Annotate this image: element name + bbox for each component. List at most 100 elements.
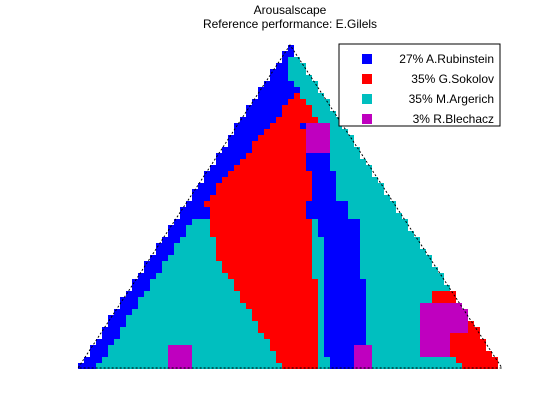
heatmap-cell bbox=[288, 207, 294, 213]
heatmap-cell bbox=[282, 57, 288, 63]
heatmap-cell bbox=[444, 351, 450, 357]
heatmap-cell bbox=[90, 345, 96, 351]
heatmap-cell bbox=[420, 249, 426, 255]
heatmap-cell bbox=[378, 183, 384, 189]
heatmap-cell bbox=[348, 177, 354, 183]
heatmap-cell bbox=[420, 261, 426, 267]
heatmap-cell bbox=[300, 147, 306, 153]
heatmap-cell bbox=[360, 339, 366, 345]
heatmap-cell bbox=[228, 303, 234, 309]
heatmap-cell bbox=[252, 189, 258, 195]
heatmap-cell bbox=[276, 99, 282, 105]
heatmap-cell bbox=[264, 315, 270, 321]
heatmap-cell bbox=[336, 333, 342, 339]
heatmap-cell bbox=[168, 333, 174, 339]
heatmap-cell bbox=[456, 315, 462, 321]
heatmap-cell bbox=[240, 285, 246, 291]
heatmap-cell bbox=[192, 255, 198, 261]
heatmap-cell bbox=[336, 153, 342, 159]
heatmap-cell bbox=[300, 99, 306, 105]
heatmap-cell bbox=[300, 117, 306, 123]
heatmap-cell bbox=[300, 327, 306, 333]
heatmap-cell bbox=[306, 81, 312, 87]
heatmap-cell bbox=[234, 219, 240, 225]
heatmap-cell bbox=[354, 237, 360, 243]
heatmap-cell bbox=[318, 183, 324, 189]
heatmap-cell bbox=[234, 273, 240, 279]
heatmap-cell bbox=[354, 285, 360, 291]
heatmap-cell bbox=[456, 321, 462, 327]
heatmap-cell bbox=[150, 327, 156, 333]
heatmap-cell bbox=[240, 267, 246, 273]
heatmap-cell bbox=[354, 159, 360, 165]
heatmap-cell bbox=[234, 291, 240, 297]
heatmap-cell bbox=[300, 309, 306, 315]
heatmap-cell bbox=[378, 213, 384, 219]
heatmap-cell bbox=[378, 267, 384, 273]
heatmap-cell bbox=[240, 291, 246, 297]
heatmap-cell bbox=[438, 351, 444, 357]
heatmap-cell bbox=[288, 189, 294, 195]
heatmap-cell bbox=[138, 327, 144, 333]
heatmap-cell bbox=[432, 267, 438, 273]
heatmap-cell bbox=[246, 171, 252, 177]
heatmap-cell bbox=[258, 291, 264, 297]
heatmap-cell bbox=[156, 267, 162, 273]
heatmap-cell bbox=[222, 243, 228, 249]
heatmap-cell bbox=[264, 267, 270, 273]
legend-label: 27% A.Rubinstein bbox=[399, 52, 494, 66]
heatmap-cell bbox=[204, 243, 210, 249]
heatmap-cell bbox=[372, 231, 378, 237]
heatmap-cell bbox=[318, 333, 324, 339]
heatmap-cell bbox=[276, 189, 282, 195]
heatmap-cell bbox=[192, 285, 198, 291]
heatmap-cell bbox=[474, 339, 480, 345]
heatmap-cell bbox=[258, 213, 264, 219]
heatmap-cell bbox=[216, 165, 222, 171]
heatmap-cell bbox=[312, 117, 318, 123]
heatmap-cell bbox=[246, 285, 252, 291]
heatmap-cell bbox=[174, 273, 180, 279]
heatmap-cell bbox=[450, 345, 456, 351]
heatmap-cell bbox=[318, 99, 324, 105]
heatmap-cell bbox=[270, 87, 276, 93]
heatmap-cell bbox=[288, 63, 294, 69]
heatmap-cell bbox=[276, 339, 282, 345]
heatmap-cell bbox=[144, 303, 150, 309]
heatmap-cell bbox=[282, 333, 288, 339]
heatmap-cell bbox=[300, 159, 306, 165]
heatmap-cell bbox=[240, 279, 246, 285]
heatmap-cell bbox=[282, 99, 288, 105]
heatmap-cell bbox=[324, 123, 330, 129]
heatmap-cell bbox=[336, 177, 342, 183]
heatmap-cell bbox=[318, 243, 324, 249]
heatmap-cell bbox=[228, 261, 234, 267]
heatmap-cell bbox=[396, 333, 402, 339]
heatmap-cell bbox=[282, 69, 288, 75]
heatmap-cell bbox=[402, 345, 408, 351]
heatmap-cell bbox=[336, 321, 342, 327]
heatmap-cell bbox=[240, 351, 246, 357]
heatmap-cell bbox=[156, 255, 162, 261]
heatmap-cell bbox=[246, 249, 252, 255]
heatmap-cell bbox=[288, 75, 294, 81]
heatmap-cell bbox=[468, 351, 474, 357]
heatmap-cell bbox=[300, 357, 306, 363]
heatmap-cell bbox=[294, 171, 300, 177]
heatmap-cell bbox=[168, 255, 174, 261]
heatmap-cell bbox=[156, 357, 162, 363]
heatmap-cell bbox=[312, 261, 318, 267]
heatmap-cell bbox=[174, 351, 180, 357]
heatmap-cell bbox=[240, 243, 246, 249]
heatmap-cell bbox=[294, 93, 300, 99]
heatmap-cell bbox=[240, 183, 246, 189]
heatmap-cell bbox=[192, 267, 198, 273]
heatmap-cell bbox=[414, 321, 420, 327]
heatmap-cell bbox=[276, 159, 282, 165]
heatmap-cell bbox=[222, 249, 228, 255]
heatmap-cell bbox=[246, 189, 252, 195]
heatmap-cell bbox=[348, 207, 354, 213]
heatmap-cell bbox=[480, 357, 486, 363]
heatmap-cell bbox=[252, 183, 258, 189]
heatmap-cell bbox=[384, 213, 390, 219]
